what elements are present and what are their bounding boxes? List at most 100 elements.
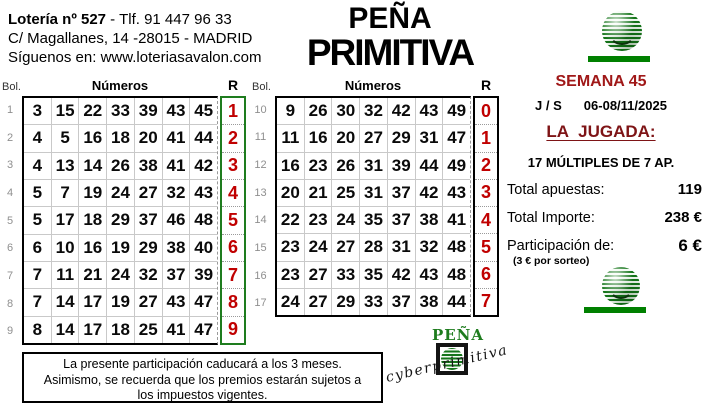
number-cell: 37: [386, 288, 415, 315]
number-cell: 22: [78, 98, 106, 125]
number-cell: 26: [331, 152, 359, 179]
bol-number: 13: [254, 186, 267, 199]
number-cell: 14: [78, 152, 106, 179]
number-cell: 19: [106, 234, 134, 261]
number-cell: 8: [32, 319, 43, 339]
shop-address: C/ Magallanes, 14 -28015 - MADRID: [8, 30, 253, 47]
number-cell: 14: [50, 289, 79, 316]
number-cell: 33: [106, 98, 134, 125]
number-cell: 7: [32, 292, 43, 312]
reintegro-cell: 1: [227, 100, 238, 121]
number-cell: 48: [442, 234, 470, 261]
number-cell: 26: [303, 98, 332, 125]
number-cell: 7: [32, 265, 43, 285]
number-cell: 17: [78, 289, 106, 316]
bol-number: 6: [6, 242, 14, 255]
number-cell: 3: [32, 101, 43, 121]
number-cell: 33: [331, 261, 359, 288]
bol-column-right: 10 11 12 13 14 15 16 17: [248, 96, 273, 317]
bol-number: 9: [6, 325, 14, 338]
number-cell: 16: [78, 125, 106, 152]
number-cell: 41: [161, 125, 190, 152]
number-cell: 43: [189, 179, 217, 207]
number-cell: 46: [161, 207, 190, 234]
bol-number: 2: [6, 131, 14, 144]
reintegro-cell: 5: [222, 206, 244, 233]
number-cell: 18: [78, 207, 106, 234]
number-cell: 11: [281, 128, 300, 148]
number-cell: 35: [359, 207, 387, 234]
number-cell: 31: [386, 234, 415, 261]
number-cell: 23: [280, 237, 300, 257]
primitiva-ball-icon: [602, 11, 642, 51]
number-cell: 38: [161, 234, 190, 261]
number-cell: 31: [414, 125, 443, 152]
number-row: 9 26 30 32 42 43 49: [277, 98, 470, 125]
number-cell: 37: [386, 207, 415, 234]
reintegro-cell: 1: [475, 124, 497, 151]
green-bar: [588, 56, 650, 62]
number-row: 6 10 16 19 29 38 40: [24, 233, 217, 261]
number-cell: 9: [285, 101, 296, 121]
number-cell: 33: [359, 288, 387, 315]
r-header-right: R: [480, 77, 492, 93]
number-row: 8 14 17 18 25 41 47: [24, 315, 217, 343]
number-cell: 23: [280, 264, 300, 284]
bol-number: 8: [6, 297, 14, 310]
cyber-logo-square: [436, 343, 468, 375]
bol-number: 10: [254, 103, 267, 116]
shop-name: Lotería nº 527: [8, 11, 107, 28]
number-cell: 32: [414, 234, 443, 261]
total-importe-value: 238 €: [664, 209, 702, 226]
number-cell: 44: [189, 125, 217, 152]
number-cell: 27: [133, 289, 162, 316]
number-cell: 22: [280, 210, 300, 230]
number-cell: 38: [414, 207, 443, 234]
number-cell: 24: [331, 207, 359, 234]
bol-number: 15: [254, 241, 267, 254]
reintegro-cell: 6: [475, 260, 497, 288]
number-cell: 28: [359, 234, 387, 261]
number-cell: 47: [189, 316, 217, 343]
number-cell: 24: [303, 234, 332, 261]
shop-info: Lotería nº 527 - Tlf. 91 447 96 33 C/ Ma…: [8, 10, 261, 67]
bol-column-left: 1 2 3 4 5 6 7 8 9: [0, 96, 20, 345]
number-row: 4 5 16 18 20 41 44: [24, 124, 217, 152]
number-cell: 10: [50, 234, 79, 261]
number-cell: 16: [78, 234, 106, 261]
number-cell: 35: [359, 261, 387, 288]
number-cell: 19: [106, 289, 134, 316]
number-cell: 15: [50, 98, 79, 125]
number-cell: 32: [359, 98, 387, 125]
number-cell: 42: [414, 179, 443, 206]
number-cell: 39: [133, 98, 162, 125]
bol-number: 14: [254, 214, 267, 227]
number-cell: 39: [189, 261, 217, 289]
draw-days: J / S: [535, 98, 562, 113]
reintegro-cell: 3: [475, 178, 497, 206]
number-cell: 24: [106, 179, 134, 207]
number-row: 23 27 33 35 42 43 48: [277, 260, 470, 288]
total-apuestas-value: 119: [677, 181, 702, 198]
number-cell: 43: [161, 289, 190, 316]
number-row: 5 17 18 29 37 46 48: [24, 206, 217, 234]
jugada-title: LA JUGADA:: [546, 122, 656, 141]
number-cell: 20: [133, 125, 162, 152]
number-cell: 37: [386, 179, 415, 206]
number-row: 22 23 24 35 37 38 41: [277, 206, 470, 234]
number-cell: 42: [189, 152, 217, 179]
number-cell: 48: [189, 207, 217, 234]
reintegro-cell: 4: [222, 178, 244, 206]
participacion-label: Participación de:: [507, 238, 615, 254]
number-cell: 43: [442, 179, 470, 206]
number-cell: 47: [189, 289, 217, 316]
number-cell: 32: [161, 179, 190, 207]
number-cell: 7: [50, 179, 79, 207]
bol-number: 12: [254, 159, 267, 172]
numeros-header-left: Números: [91, 78, 149, 93]
number-cell: 4: [32, 128, 43, 148]
number-cell: 24: [280, 291, 300, 311]
number-cell: 31: [359, 179, 387, 206]
smile-icon: [608, 277, 634, 299]
